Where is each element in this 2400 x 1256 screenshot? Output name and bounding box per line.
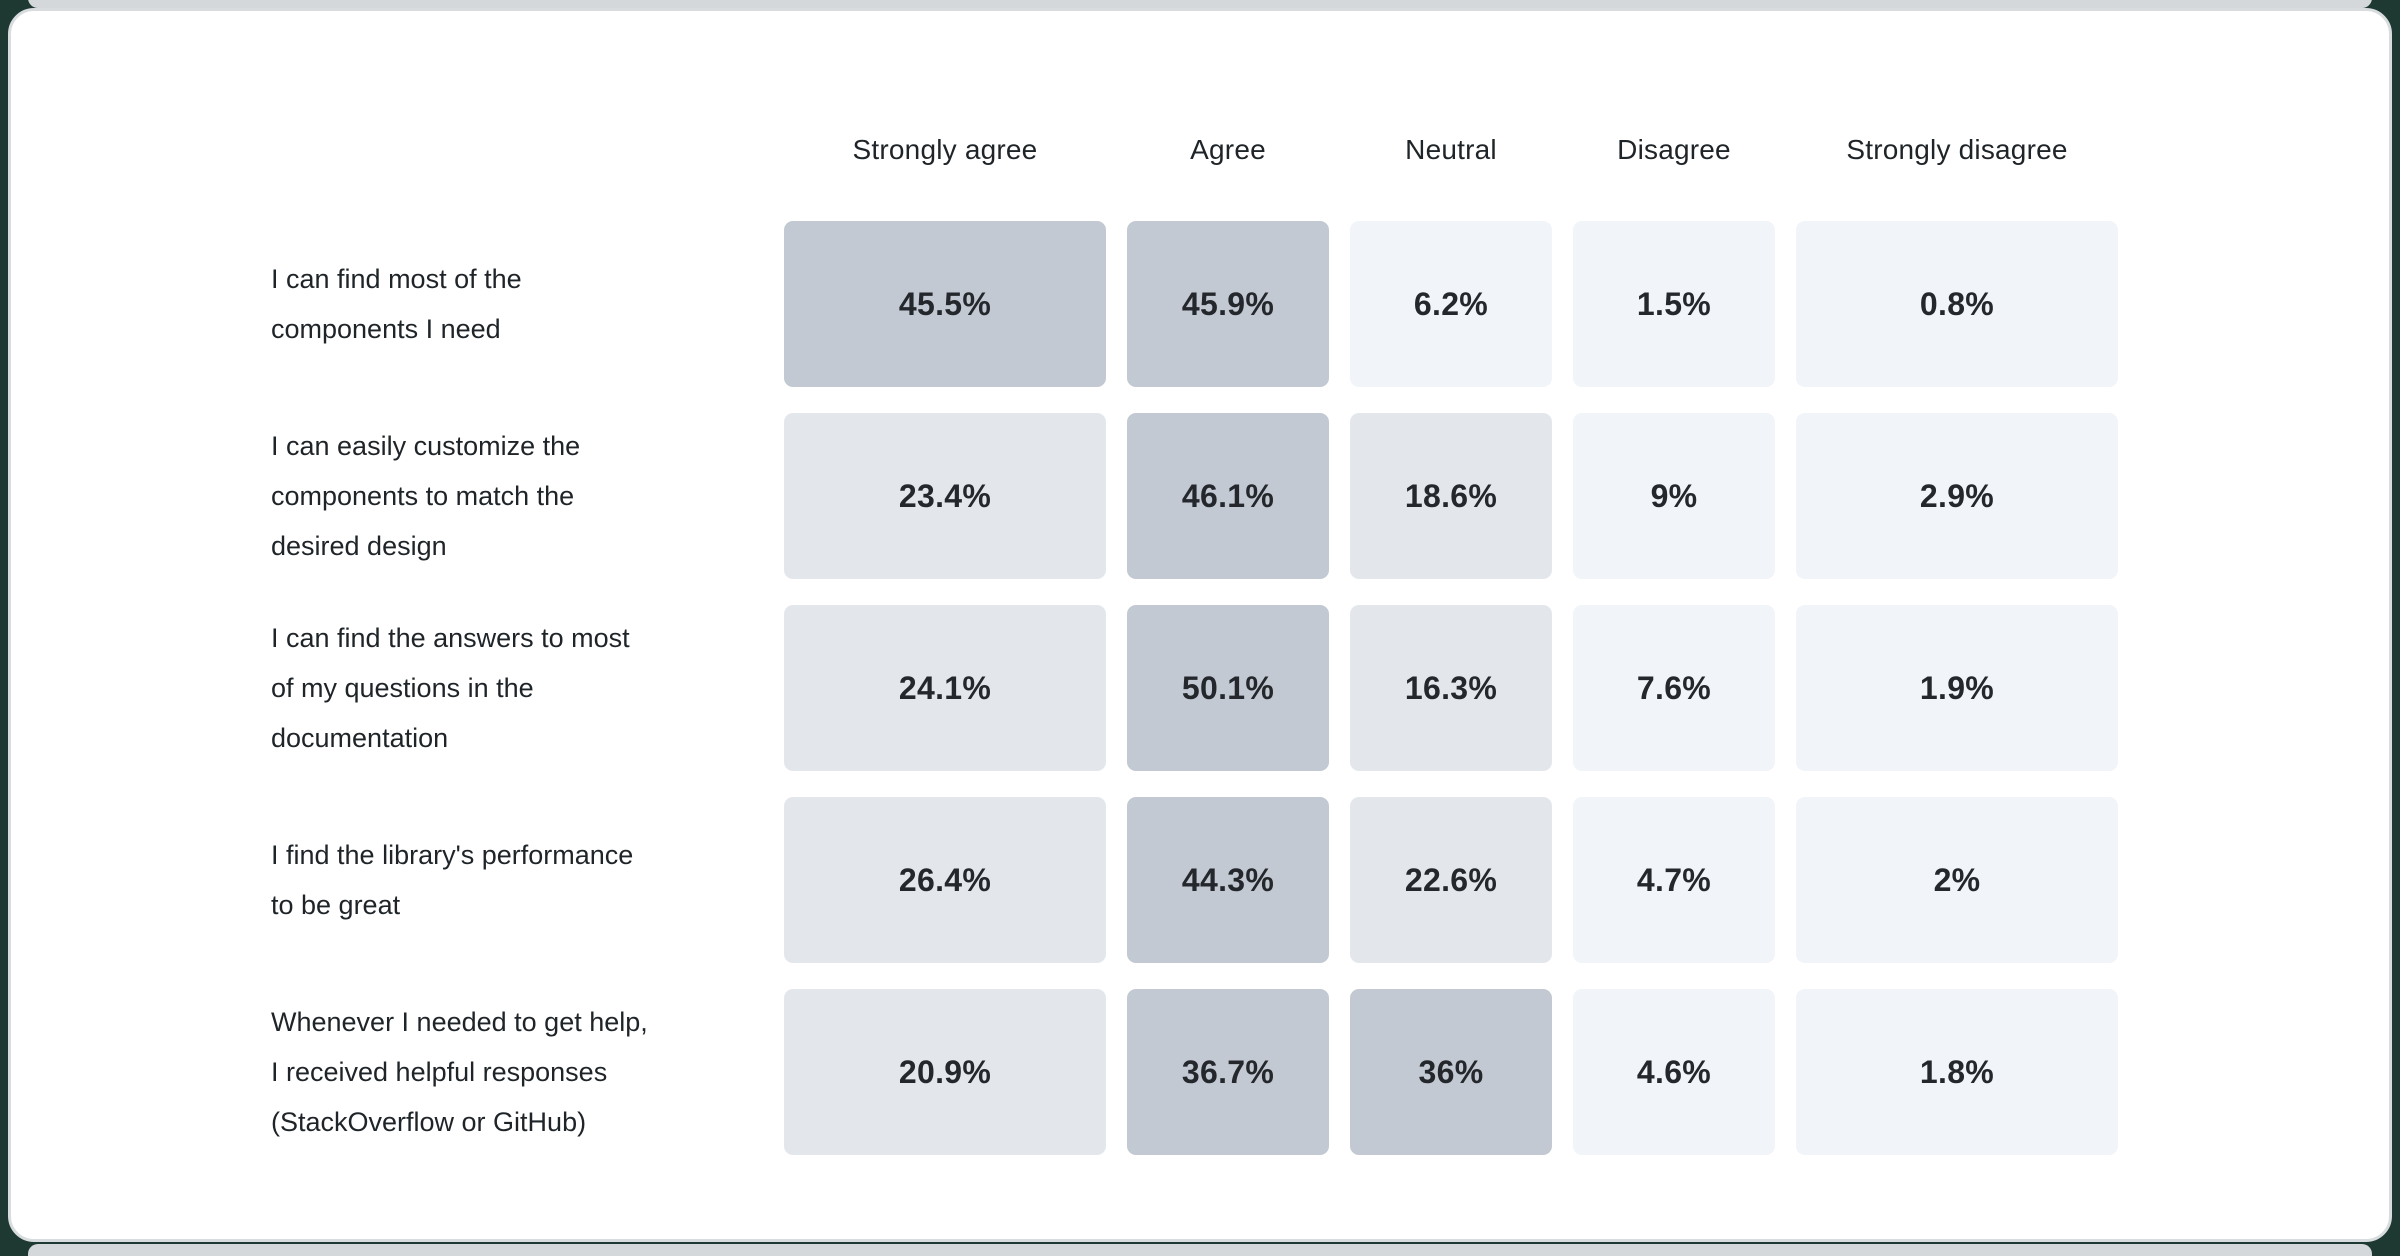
- value-cell: 2%: [1796, 797, 2118, 963]
- row-label-line: I received helpful responses: [271, 1057, 608, 1087]
- likert-heatmap: Strongly agree Agree Neutral Disagree Strong…: [271, 119, 2118, 1181]
- value-cell: 36%: [1350, 989, 1552, 1155]
- row-label-line: Whenever I needed to get help,: [271, 1007, 648, 1037]
- value-cell: 0.8%: [1796, 221, 2118, 387]
- value-cell: 45.9%: [1127, 221, 1329, 387]
- value-cell: 24.1%: [784, 605, 1106, 771]
- row-label-line: documentation: [271, 723, 449, 753]
- row-label-line: (StackOverflow or GitHub): [271, 1107, 587, 1137]
- column-header-row: Strongly agree Agree Neutral Disagree Strong…: [271, 119, 2118, 181]
- value-cell: 1.8%: [1796, 989, 2118, 1155]
- value-cell: 4.6%: [1573, 989, 1775, 1155]
- row-label-line: components to match the: [271, 481, 575, 511]
- value-cell: 36.7%: [1127, 989, 1329, 1155]
- row-label: I can find the answers to most of my ques…: [271, 605, 763, 771]
- column-header: Strongly disagree: [1846, 134, 2068, 165]
- row-label-line: I can easily customize the: [271, 431, 581, 461]
- row-label-line: I can find the answers to most: [271, 623, 630, 653]
- value-cell: 1.5%: [1573, 221, 1775, 387]
- value-cell: 4.7%: [1573, 797, 1775, 963]
- value-cell: 9%: [1573, 413, 1775, 579]
- row-label: I can easily customize the components to …: [271, 413, 763, 579]
- column-header: Disagree: [1617, 134, 1731, 165]
- table-row: Whenever I needed to get help, I received…: [271, 989, 2118, 1155]
- row-label: I find the library's performance to be gr…: [271, 797, 763, 963]
- value-cell: 2.9%: [1796, 413, 2118, 579]
- row-label-line: I can find most of the: [271, 264, 522, 294]
- row-label-line: desired design: [271, 531, 447, 561]
- table-row: I can find most of the components I need 4…: [271, 221, 2118, 387]
- adjacent-card-bottom-edge: [28, 1244, 2372, 1256]
- row-label-line: to be great: [271, 890, 401, 920]
- row-label-line: I find the library's performance: [271, 840, 634, 870]
- table-row: I can find the answers to most of my ques…: [271, 605, 2118, 771]
- value-cell: 45.5%: [784, 221, 1106, 387]
- column-header: Agree: [1190, 134, 1266, 165]
- value-cell: 22.6%: [1350, 797, 1552, 963]
- value-cell: 16.3%: [1350, 605, 1552, 771]
- column-header: Strongly agree: [852, 134, 1038, 165]
- row-label: Whenever I needed to get help, I received…: [271, 989, 763, 1155]
- survey-results-card: Strongly agree Agree Neutral Disagree Strong…: [8, 8, 2392, 1242]
- table-row: I find the library's performance to be gr…: [271, 797, 2118, 963]
- heatmap-rows: I can find most of the components I need 4…: [271, 221, 2118, 1155]
- value-cell: 7.6%: [1573, 605, 1775, 771]
- value-cell: 46.1%: [1127, 413, 1329, 579]
- value-cell: 1.9%: [1796, 605, 2118, 771]
- value-cell: 18.6%: [1350, 413, 1552, 579]
- row-label-line: components I need: [271, 314, 501, 344]
- column-header: Neutral: [1405, 134, 1497, 165]
- value-cell: 23.4%: [784, 413, 1106, 579]
- table-row: I can easily customize the components to …: [271, 413, 2118, 579]
- adjacent-card-top-edge: [28, 0, 2372, 8]
- value-cell: 26.4%: [784, 797, 1106, 963]
- value-cell: 50.1%: [1127, 605, 1329, 771]
- value-cell: 44.3%: [1127, 797, 1329, 963]
- value-cell: 6.2%: [1350, 221, 1552, 387]
- row-label-line: of my questions in the: [271, 673, 534, 703]
- row-label: I can find most of the components I need: [271, 221, 763, 387]
- value-cell: 20.9%: [784, 989, 1106, 1155]
